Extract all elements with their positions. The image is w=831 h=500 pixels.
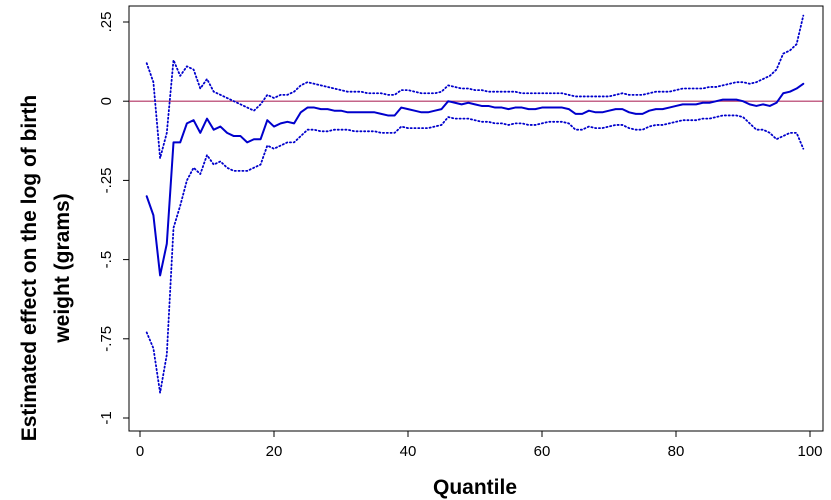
plot-frame <box>128 5 824 432</box>
x-axis-title: Quantile <box>433 476 517 499</box>
x-axis: 0 20 40 60 80 100 <box>136 431 823 460</box>
y-tick-label: .25 <box>98 12 115 33</box>
estimate-line <box>145 82 805 277</box>
y-tick-label: -.25 <box>98 167 115 193</box>
x-tick-label: 60 <box>534 443 551 460</box>
x-tick-label: 40 <box>400 443 417 460</box>
upper-confidence-band <box>145 14 805 160</box>
x-tick-label: 20 <box>266 443 283 460</box>
y-tick-label: -.5 <box>98 251 115 269</box>
x-tick-label: 100 <box>797 443 822 460</box>
x-tick-label: 0 <box>136 443 144 460</box>
lower-confidence-band <box>145 114 805 394</box>
y-tick-label: -.75 <box>98 326 115 352</box>
x-tick-label: 80 <box>668 443 685 460</box>
y-tick-label: 0 <box>98 97 115 105</box>
y-axis-title-line-1: Estimated effect on the log of birth <box>18 95 41 442</box>
series-layer <box>145 14 805 394</box>
y-tick-label: -1 <box>98 411 115 424</box>
y-axis: .25 0 -.25 -.5 -.75 -1 <box>98 12 129 425</box>
y-axis-title-line-2: weight (grams) <box>51 193 74 343</box>
